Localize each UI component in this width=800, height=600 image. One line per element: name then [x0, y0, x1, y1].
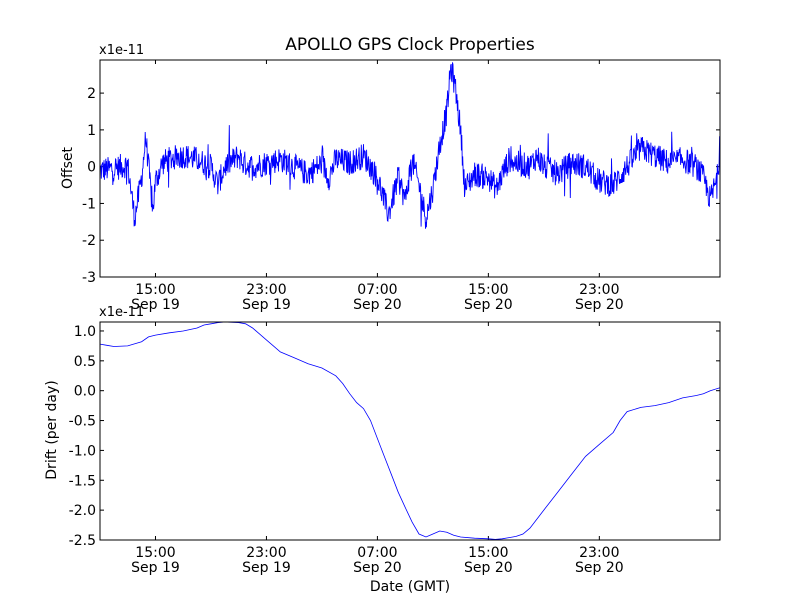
y-tick-label: 1.0	[74, 324, 96, 340]
x-tick-time-label: 15:00	[468, 545, 508, 561]
x-tick-date-label: Sep 20	[575, 560, 624, 576]
x-tick-time-label: 07:00	[357, 282, 397, 298]
y-tick-label: 1	[87, 123, 96, 139]
y-tick-label: -2	[82, 233, 96, 249]
x-tick-time-label: 15:00	[135, 545, 175, 561]
y-tick-label: 2	[87, 86, 96, 102]
x-tick-date-label: Sep 20	[353, 560, 402, 576]
x-tick-date-label: Sep 20	[353, 297, 402, 313]
offset-series-line	[100, 62, 720, 229]
x-tick-time-label: 15:00	[135, 282, 175, 298]
drift-plot-frame	[99, 321, 721, 541]
y-tick-label: -1.0	[69, 443, 96, 459]
y-tick-label: -2.0	[69, 503, 96, 519]
drift-exponent-label: x1e-11	[99, 305, 144, 320]
x-tick-date-label: Sep 19	[242, 560, 291, 576]
y-tick-label: 0.0	[74, 384, 96, 400]
x-tick-time-label: 15:00	[468, 282, 508, 298]
x-tick-time-label: 07:00	[357, 545, 397, 561]
drift-series-line	[100, 322, 720, 540]
y-tick-label: -0.5	[69, 414, 96, 430]
offset-y-axis-label: Offset	[60, 146, 76, 189]
x-tick-time-label: 23:00	[246, 282, 286, 298]
x-tick-date-label: Sep 19	[242, 297, 291, 313]
y-tick-label: -1	[82, 196, 96, 212]
offset-exponent-label: x1e-11	[99, 43, 144, 58]
offset-plot-frame	[99, 59, 721, 278]
drift-y-axis-label: Drift (per day)	[44, 380, 60, 479]
chart-title: APOLLO GPS Clock Properties	[285, 35, 535, 55]
x-tick-time-label: 23:00	[246, 545, 286, 561]
x-tick-time-label: 23:00	[579, 545, 619, 561]
y-tick-label: -2.5	[69, 533, 96, 549]
x-tick-date-label: Sep 19	[131, 560, 180, 576]
y-tick-label: 0	[87, 160, 96, 176]
offset-series-group	[100, 62, 720, 229]
x-tick-date-label: Sep 20	[464, 560, 513, 576]
y-tick-label: -1.5	[69, 473, 96, 489]
drift-panel: x1e-11 Drift (per day) -2.5 -2.0 -1.5 -1.0 -…	[44, 305, 721, 576]
x-tick-date-label: Sep 19	[131, 297, 180, 313]
x-axis-label: Date (GMT)	[370, 579, 450, 595]
x-tick-time-label: 23:00	[579, 282, 619, 298]
y-tick-label: 0.5	[74, 354, 96, 370]
x-tick-date-label: Sep 20	[464, 297, 513, 313]
y-tick-label: -3	[82, 270, 96, 286]
x-tick-date-label: Sep 20	[575, 297, 624, 313]
drift-series-group	[100, 322, 720, 540]
